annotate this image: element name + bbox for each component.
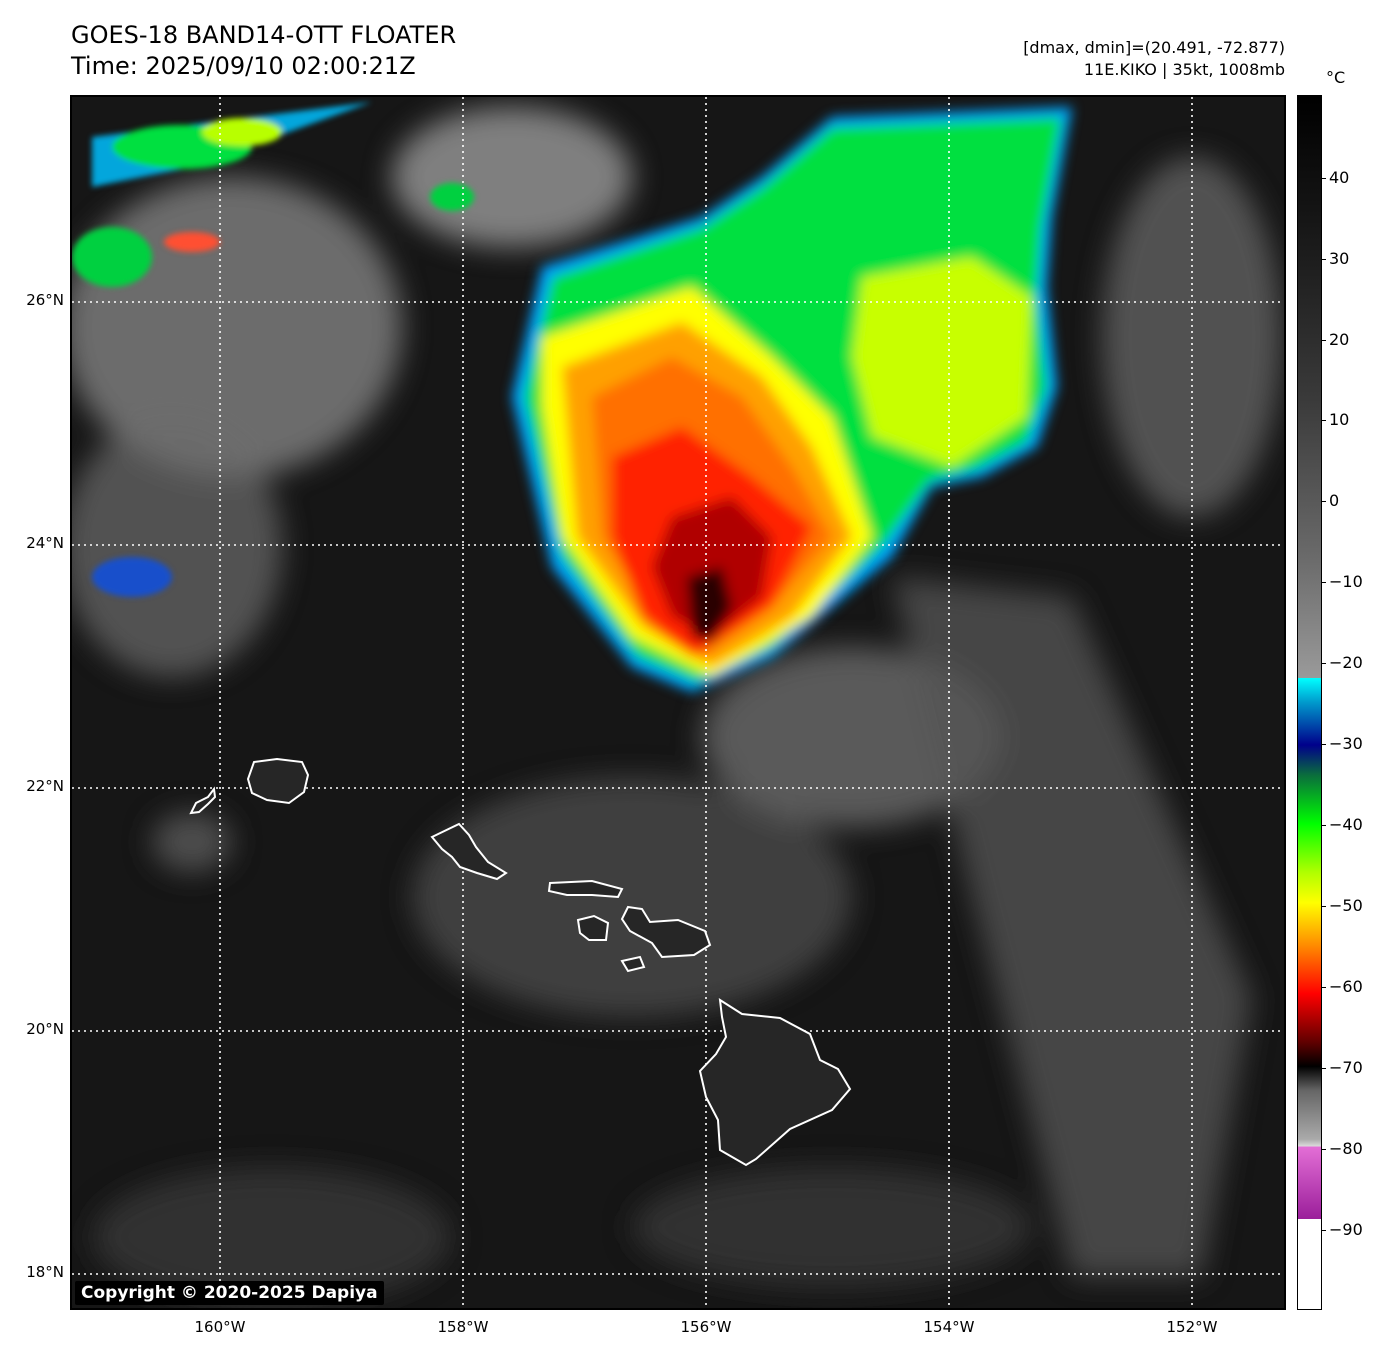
colorbar-mark xyxy=(1322,1230,1326,1231)
lat-label-26n: 26°N xyxy=(26,291,64,309)
hawaiian-islands xyxy=(189,757,852,1167)
lon-label-160w: 160°W xyxy=(194,1318,246,1336)
lat-label-20n: 20°N xyxy=(26,1020,64,1038)
dminmax-label: [dmax, dmin]=(20.491, -72.877) xyxy=(1023,38,1285,57)
colorbar-mark xyxy=(1322,906,1326,907)
lon-label-152w: 152°W xyxy=(1166,1318,1218,1336)
storm-info-label: 11E.KIKO | 35kt, 1008mb xyxy=(1083,60,1285,79)
chart-title: GOES-18 BAND14-OTT FLOATER xyxy=(71,21,457,49)
colorbar xyxy=(1297,95,1322,1310)
lat-lon-grid xyxy=(72,97,1284,1308)
storm-kiko-convection xyxy=(512,107,1072,692)
island-molokai xyxy=(547,879,624,899)
lon-label-158w: 158°W xyxy=(437,1318,489,1336)
copyright-label: Copyright © 2020-2025 Dapiya xyxy=(75,1281,384,1305)
colorbar-tick-10: 10 xyxy=(1329,410,1350,429)
colorbar-tick-minus90: −90 xyxy=(1329,1220,1363,1239)
colorbar-tick-minus10: −10 xyxy=(1329,572,1363,591)
colorbar-mark xyxy=(1322,744,1326,745)
colorbar-unit: °C xyxy=(1326,68,1346,87)
lon-label-156w: 156°W xyxy=(680,1318,732,1336)
colorbar-mark xyxy=(1322,825,1326,826)
island-kauai xyxy=(246,757,310,805)
colorbar-tick-minus50: −50 xyxy=(1329,896,1363,915)
colorbar-mark xyxy=(1322,582,1326,583)
colorbar-mark xyxy=(1322,259,1326,260)
northwest-convection xyxy=(72,102,474,597)
satellite-map: Copyright © 2020-2025 Dapiya xyxy=(70,95,1286,1310)
colorbar-mark xyxy=(1322,1068,1326,1069)
island-lanai xyxy=(576,914,610,941)
colorbar-tick-20: 20 xyxy=(1329,330,1350,349)
colorbar-mark xyxy=(1322,178,1326,179)
colorbar-tick-minus30: −30 xyxy=(1329,734,1363,753)
lat-label-24n: 24°N xyxy=(26,534,64,552)
colorbar-mark xyxy=(1322,663,1326,664)
colorbar-tick-minus60: −60 xyxy=(1329,977,1363,996)
colorbar-mark xyxy=(1322,1149,1326,1150)
time-label: Time: 2025/09/10 02:00:21Z xyxy=(71,52,416,80)
colorbar-mark xyxy=(1322,420,1326,421)
colorbar-tick-minus20: −20 xyxy=(1329,653,1363,672)
colorbar-tick-minus80: −80 xyxy=(1329,1139,1363,1158)
colorbar-mark xyxy=(1322,340,1326,341)
island-hawaii xyxy=(698,998,852,1167)
island-niihau xyxy=(189,786,217,815)
island-oahu xyxy=(430,822,508,881)
colorbar-mark xyxy=(1322,987,1326,988)
lat-label-18n: 18°N xyxy=(26,1263,64,1281)
background-clouds xyxy=(72,107,1282,1307)
colorbar-tick-30: 30 xyxy=(1329,249,1350,268)
colorbar-tick-40: 40 xyxy=(1329,168,1350,187)
colorbar-mark xyxy=(1322,501,1326,502)
lon-label-154w: 154°W xyxy=(923,1318,975,1336)
colorbar-tick-minus70: −70 xyxy=(1329,1058,1363,1077)
colorbar-tick-minus40: −40 xyxy=(1329,815,1363,834)
map-canvas xyxy=(72,97,1284,1308)
colorbar-tick-0: 0 xyxy=(1329,491,1340,510)
lat-label-22n: 22°N xyxy=(26,777,64,795)
island-kahoolawe xyxy=(620,955,646,973)
island-maui xyxy=(620,905,712,959)
